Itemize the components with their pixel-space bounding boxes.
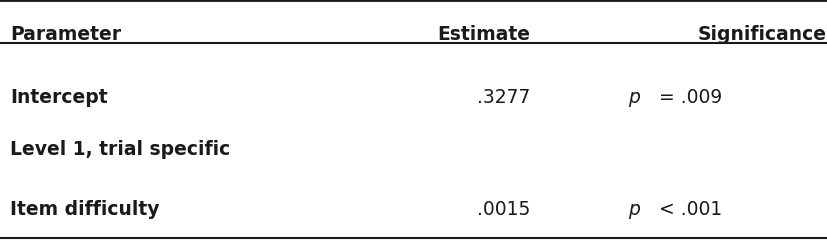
- Text: Parameter: Parameter: [10, 25, 121, 44]
- Text: < .001: < .001: [653, 200, 722, 219]
- Text: Estimate: Estimate: [437, 25, 529, 44]
- Text: Level 1, trial specific: Level 1, trial specific: [10, 140, 230, 159]
- Text: .3277: .3277: [476, 88, 529, 107]
- Text: .0015: .0015: [476, 200, 529, 219]
- Text: Item difficulty: Item difficulty: [10, 200, 160, 219]
- Text: p: p: [627, 200, 638, 219]
- Text: Intercept: Intercept: [10, 88, 108, 107]
- Text: = .009: = .009: [653, 88, 722, 107]
- Text: p: p: [627, 88, 638, 107]
- Text: Significance: Significance: [696, 25, 825, 44]
